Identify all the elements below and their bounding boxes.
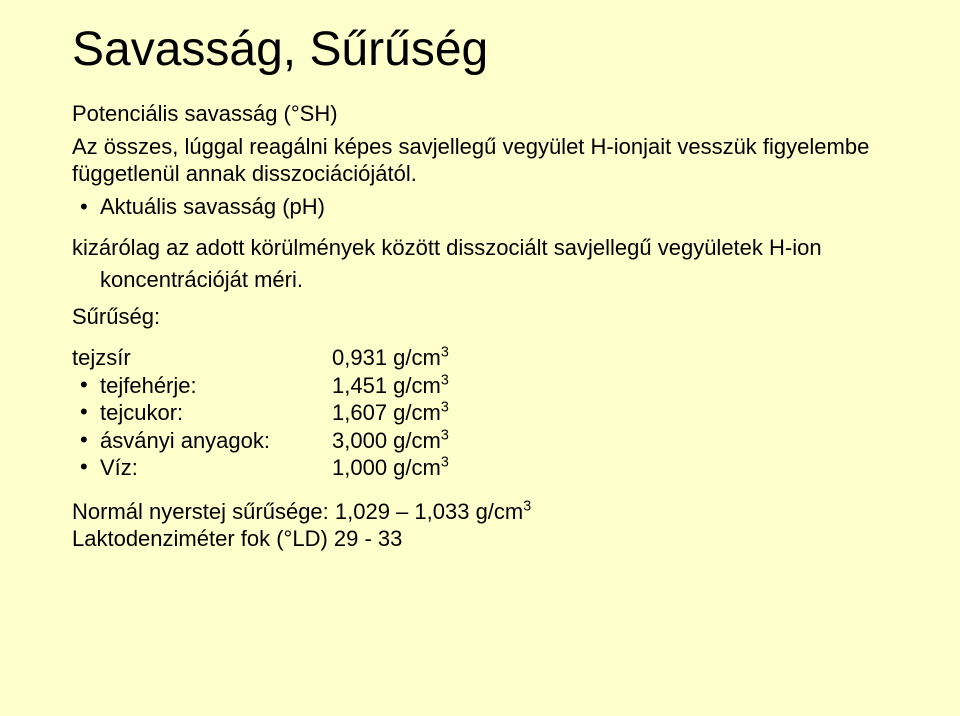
footer-normal-density-text: Normál nyerstej sűrűsége: 1,029 – 1,033 … (72, 499, 523, 524)
bullet-actual-acidity-head: Aktuális savasság (pH) (100, 194, 325, 219)
density-value-tejzsir: 0,931 g/cm3 (332, 344, 449, 372)
bullet-actual-acidity-line1: kizárólag az adott körülmények között di… (72, 235, 900, 262)
density-label: tejcukor: (100, 399, 332, 427)
density-value: 1,451 g/cm3 (332, 372, 449, 400)
density-row-asvanyi: ásványi anyagok: 3,000 g/cm3 (72, 427, 900, 455)
density-value: 1,607 g/cm3 (332, 399, 449, 427)
density-row-tejzsir: tejzsír 0,931 g/cm3 (72, 344, 900, 372)
density-unit-sup: 3 (441, 455, 449, 471)
density-unit-sup: 3 (441, 372, 449, 388)
density-unit-sup: 3 (441, 400, 449, 416)
footer-normal-density: Normál nyerstej sűrűsége: 1,029 – 1,033 … (72, 498, 900, 526)
density-value-text: 3,000 g/cm (332, 428, 441, 453)
density-value-text: 1,000 g/cm (332, 455, 441, 480)
density-value: 1,000 g/cm3 (332, 454, 449, 482)
bullet-list-actual-acidity: Aktuális savasság (pH) (72, 194, 900, 221)
bullet-actual-acidity: Aktuális savasság (pH) (72, 194, 900, 221)
footer-lacto: Laktodenziméter fok (°LD) 29 - 33 (72, 525, 900, 553)
density-section-label: Sűrűség: (72, 304, 900, 330)
density-label: ásványi anyagok: (100, 427, 332, 455)
footer-unit-sup: 3 (523, 498, 531, 514)
density-row-tejcukor: tejcukor: 1,607 g/cm3 (72, 399, 900, 427)
bullet-actual-acidity-line2: koncentrációját méri. (72, 267, 900, 294)
density-bullet-list: tejfehérje: 1,451 g/cm3 tejcukor: 1,607 … (72, 372, 900, 482)
density-row-tejfeherje: tejfehérje: 1,451 g/cm3 (72, 372, 900, 400)
density-value-text: 0,931 g/cm (332, 345, 441, 370)
density-value-text: 1,451 g/cm (332, 373, 441, 398)
paragraph-potential-acidity-head: Potenciális savasság (°SH) (72, 101, 900, 128)
density-label: tejfehérje: (100, 372, 332, 400)
slide-title: Savasság, Sűrűség (72, 22, 900, 77)
slide: Savasság, Sűrűség Potenciális savasság (… (0, 0, 960, 716)
density-value: 3,000 g/cm3 (332, 427, 449, 455)
density-label-tejzsir: tejzsír (72, 344, 332, 372)
density-unit-sup: 3 (441, 345, 449, 361)
paragraph-potential-acidity-body: Az összes, lúggal reagálni képes savjell… (72, 134, 900, 188)
density-value-text: 1,607 g/cm (332, 400, 441, 425)
density-label: Víz: (100, 454, 332, 482)
density-unit-sup: 3 (441, 427, 449, 443)
density-row-viz: Víz: 1,000 g/cm3 (72, 454, 900, 482)
